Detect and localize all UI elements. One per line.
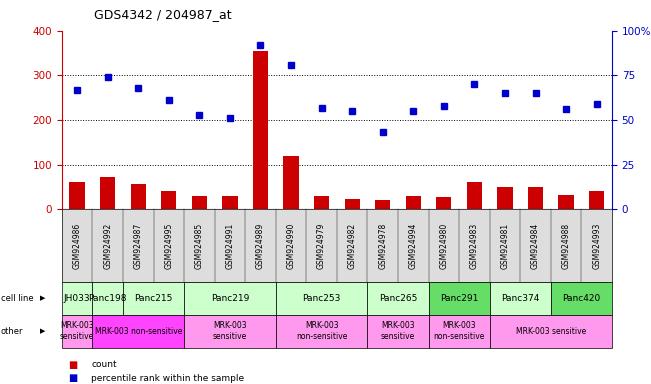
- Bar: [314, 196, 329, 209]
- Text: cell line: cell line: [1, 294, 33, 303]
- Text: JH033: JH033: [64, 294, 90, 303]
- Text: Panc198: Panc198: [89, 294, 127, 303]
- Text: GSM924987: GSM924987: [133, 223, 143, 269]
- Text: GSM924985: GSM924985: [195, 223, 204, 269]
- Bar: [559, 195, 574, 209]
- Text: Panc291: Panc291: [440, 294, 478, 303]
- Text: Panc253: Panc253: [303, 294, 341, 303]
- Bar: [589, 192, 604, 209]
- Text: GSM924981: GSM924981: [501, 223, 510, 269]
- Text: GSM924989: GSM924989: [256, 223, 265, 269]
- Text: GSM924986: GSM924986: [73, 223, 81, 269]
- Bar: [131, 184, 146, 209]
- Text: GSM924994: GSM924994: [409, 223, 418, 269]
- Text: percentile rank within the sample: percentile rank within the sample: [91, 374, 244, 383]
- Bar: [161, 190, 176, 209]
- Text: MRK-003
sensitive: MRK-003 sensitive: [60, 321, 94, 341]
- Bar: [192, 196, 207, 209]
- Text: GSM924982: GSM924982: [348, 223, 357, 269]
- Bar: [283, 156, 299, 209]
- Text: MRK-003
non-sensitive: MRK-003 non-sensitive: [296, 321, 347, 341]
- Text: GSM924980: GSM924980: [439, 223, 449, 269]
- Text: ▶: ▶: [40, 328, 45, 334]
- Text: GSM924992: GSM924992: [104, 223, 112, 269]
- Text: ■: ■: [68, 360, 77, 370]
- Text: GSM924991: GSM924991: [225, 223, 234, 269]
- Bar: [497, 187, 512, 209]
- Text: ▶: ▶: [40, 296, 45, 301]
- Text: GDS4342 / 204987_at: GDS4342 / 204987_at: [94, 8, 232, 21]
- Text: GSM924995: GSM924995: [164, 223, 173, 269]
- Bar: [222, 196, 238, 209]
- Bar: [344, 199, 360, 209]
- Text: MRK-003
non-sensitive: MRK-003 non-sensitive: [434, 321, 485, 341]
- Text: Panc219: Panc219: [211, 294, 249, 303]
- Text: MRK-003
sensitive: MRK-003 sensitive: [381, 321, 415, 341]
- Text: GSM924990: GSM924990: [286, 223, 296, 269]
- Text: MRK-003 sensitive: MRK-003 sensitive: [516, 327, 586, 336]
- Text: Panc374: Panc374: [501, 294, 540, 303]
- Bar: [100, 177, 115, 209]
- Bar: [436, 197, 452, 209]
- Text: GSM924979: GSM924979: [317, 223, 326, 269]
- Text: ■: ■: [68, 373, 77, 383]
- Text: MRK-003
sensitive: MRK-003 sensitive: [213, 321, 247, 341]
- Text: GSM924978: GSM924978: [378, 223, 387, 269]
- Text: MRK-003 non-sensitive: MRK-003 non-sensitive: [94, 327, 182, 336]
- Text: GSM924983: GSM924983: [470, 223, 479, 269]
- Text: GSM924988: GSM924988: [562, 223, 570, 269]
- Text: Panc215: Panc215: [134, 294, 173, 303]
- Text: Panc420: Panc420: [562, 294, 600, 303]
- Text: Panc265: Panc265: [379, 294, 417, 303]
- Text: other: other: [1, 327, 23, 336]
- Bar: [253, 51, 268, 209]
- Bar: [528, 187, 543, 209]
- Bar: [406, 196, 421, 209]
- Text: count: count: [91, 360, 117, 369]
- Text: GSM924984: GSM924984: [531, 223, 540, 269]
- Bar: [375, 200, 391, 209]
- Bar: [467, 182, 482, 209]
- Bar: [70, 182, 85, 209]
- Text: GSM924993: GSM924993: [592, 223, 601, 269]
